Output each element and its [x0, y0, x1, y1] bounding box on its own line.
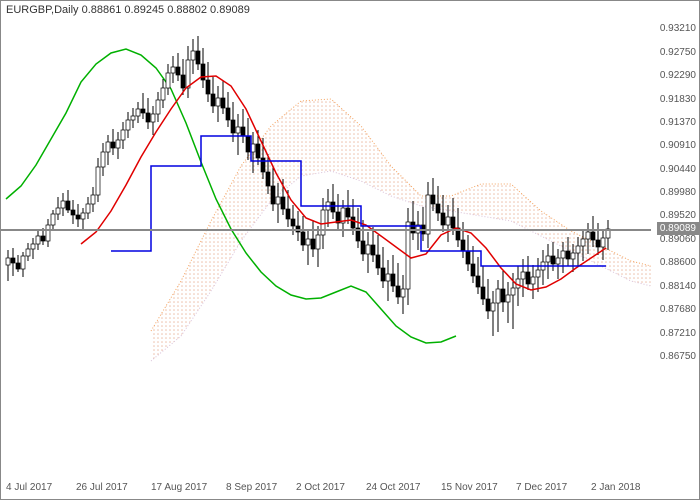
y-axis-label: 0.89980	[660, 187, 696, 198]
y-axis-label: 0.91830	[660, 94, 696, 105]
chart-svg	[1, 1, 651, 471]
x-axis-label: 2 Oct 2017	[296, 482, 345, 493]
y-axis-label: 0.89060	[660, 234, 696, 245]
current-price-line	[1, 229, 651, 231]
y-axis-label: 0.92750	[660, 47, 696, 58]
x-axis: 4 Jul 2017 26 Jul 2017 17 Aug 2017 8 Sep 20…	[0, 471, 700, 500]
y-axis-label: 0.92290	[660, 70, 696, 81]
y-axis-label: 0.90910	[660, 140, 696, 151]
y-axis-label: 0.90440	[660, 164, 696, 175]
x-axis-label: 4 Jul 2017	[6, 482, 52, 493]
y-axis-label: 0.88140	[660, 281, 696, 292]
y-axis-label: 0.89520	[660, 210, 696, 221]
chart-area[interactable]: EURGBP,Daily 0.88861 0.89245 0.88802 0.8…	[0, 0, 652, 472]
x-axis-label: 2 Jan 2018	[591, 482, 641, 493]
y-axis-label: 0.88600	[660, 257, 696, 268]
chart-title: EURGBP,Daily 0.88861 0.89245 0.88802 0.8…	[6, 4, 250, 16]
x-axis-label: 24 Oct 2017	[366, 482, 420, 493]
x-axis-label: 26 Jul 2017	[76, 482, 128, 493]
y-axis-label: 0.87210	[660, 328, 696, 339]
y-axis-label: 0.87680	[660, 304, 696, 315]
y-axis: 0.89089 0.93210 0.92750 0.92290 0.91830 0.91…	[651, 0, 700, 472]
y-axis-label: 0.91370	[660, 117, 696, 128]
x-axis-label: 17 Aug 2017	[151, 482, 207, 493]
x-axis-label: 8 Sep 2017	[226, 482, 277, 493]
y-axis-label: 0.86750	[660, 351, 696, 362]
current-price-badge: 0.89089	[657, 222, 699, 235]
x-axis-label: 15 Nov 2017	[441, 482, 498, 493]
x-axis-label: 7 Dec 2017	[516, 482, 567, 493]
y-axis-label: 0.93210	[660, 23, 696, 34]
chart-container: EURGBP,Daily 0.88861 0.89245 0.88802 0.8…	[0, 0, 700, 500]
